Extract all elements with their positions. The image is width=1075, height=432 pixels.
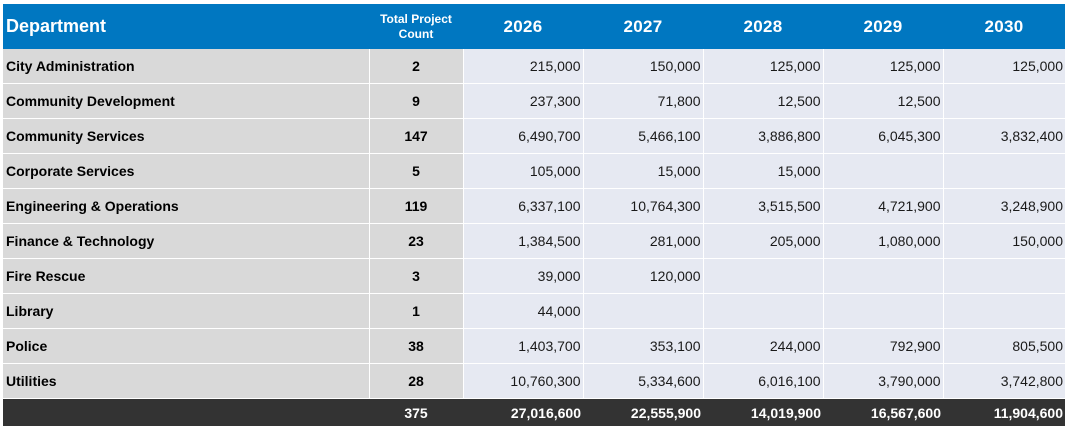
totals-row: 375 27,016,600 22,555,900 14,019,900 16,…: [3, 398, 1065, 426]
year-amount-cell: 6,016,100: [702, 363, 824, 399]
year-amount-cell: 12,500: [822, 83, 944, 119]
year-amount-cell: 244,000: [702, 328, 824, 364]
department-name: Police: [3, 328, 370, 364]
year-amount-cell: 215,000: [462, 49, 584, 84]
year-amount-cell: [942, 293, 1065, 329]
year-amount-cell: 10,760,300: [462, 363, 584, 399]
column-header-year[interactable]: 2028: [703, 4, 823, 49]
department-name: Community Development: [3, 83, 370, 119]
year-amount-cell: 353,100: [582, 328, 704, 364]
capital-projects-table-container: Department Total Project Count 2026 2027…: [3, 4, 1065, 426]
year-amount-cell: 12,500: [702, 83, 824, 119]
project-count: 38: [368, 328, 464, 364]
year-amount-cell: 125,000: [942, 49, 1065, 84]
department-name: Library: [3, 293, 370, 329]
year-amount-cell: 3,886,800: [702, 118, 824, 154]
column-header-project-count[interactable]: Total Project Count: [369, 4, 463, 49]
total-amount: 27,016,600: [463, 398, 583, 426]
table-body: City Administration 2 215,000 150,000 125,00…: [3, 49, 1065, 399]
year-amount-cell: 120,000: [582, 258, 704, 294]
department-name: Engineering & Operations: [3, 188, 370, 224]
year-amount-cell: 237,300: [462, 83, 584, 119]
table-row[interactable]: Community Development 9 237,300 71,800 12,50…: [3, 83, 1065, 119]
table-row[interactable]: Library 1 44,000: [3, 293, 1065, 329]
year-amount-cell: 71,800: [582, 83, 704, 119]
year-amount-cell: 1,080,000: [822, 223, 944, 259]
year-amount-cell: 125,000: [822, 49, 944, 84]
totals-label: [3, 398, 369, 426]
year-amount-cell: 805,500: [942, 328, 1065, 364]
year-amount-cell: 5,466,100: [582, 118, 704, 154]
department-name: Utilities: [3, 363, 370, 399]
table-row[interactable]: City Administration 2 215,000 150,000 125,00…: [3, 49, 1065, 84]
year-amount-cell: 15,000: [582, 153, 704, 189]
table-row[interactable]: Fire Rescue 3 39,000 120,000: [3, 258, 1065, 294]
year-amount-cell: 15,000: [702, 153, 824, 189]
project-count: 9: [368, 83, 464, 119]
year-amount-cell: [582, 293, 704, 329]
department-name: Community Services: [3, 118, 370, 154]
year-amount-cell: 4,721,900: [822, 188, 944, 224]
year-amount-cell: 150,000: [942, 223, 1065, 259]
year-amount-cell: 6,045,300: [822, 118, 944, 154]
project-count: 23: [368, 223, 464, 259]
total-amount: 14,019,900: [703, 398, 823, 426]
year-amount-cell: [942, 153, 1065, 189]
column-header-year[interactable]: 2026: [463, 4, 583, 49]
year-amount-cell: 3,790,000: [822, 363, 944, 399]
year-amount-cell: [942, 83, 1065, 119]
column-header-year[interactable]: 2030: [943, 4, 1065, 49]
year-amount-cell: 205,000: [702, 223, 824, 259]
project-count: 28: [368, 363, 464, 399]
department-name: Finance & Technology: [3, 223, 370, 259]
year-amount-cell: [822, 293, 944, 329]
total-project-count: 375: [369, 398, 463, 426]
department-name: Corporate Services: [3, 153, 370, 189]
year-amount-cell: 150,000: [582, 49, 704, 84]
year-amount-cell: 1,384,500: [462, 223, 584, 259]
total-amount: 22,555,900: [583, 398, 703, 426]
table-row[interactable]: Police 38 1,403,700 353,100 244,000 792,900 80…: [3, 328, 1065, 364]
header-row: Department Total Project Count 2026 2027…: [3, 4, 1065, 49]
column-header-department[interactable]: Department: [3, 4, 369, 49]
year-amount-cell: [822, 153, 944, 189]
table-row[interactable]: Utilities 28 10,760,300 5,334,600 6,016,100 3…: [3, 363, 1065, 399]
year-amount-cell: 792,900: [822, 328, 944, 364]
year-amount-cell: 1,403,700: [462, 328, 584, 364]
year-amount-cell: 281,000: [582, 223, 704, 259]
column-header-year[interactable]: 2027: [583, 4, 703, 49]
table-row[interactable]: Community Services 147 6,490,700 5,466,100 3…: [3, 118, 1065, 154]
year-amount-cell: [702, 258, 824, 294]
year-amount-cell: 125,000: [702, 49, 824, 84]
year-amount-cell: 6,337,100: [462, 188, 584, 224]
year-amount-cell: 10,764,300: [582, 188, 704, 224]
table-row[interactable]: Engineering & Operations 119 6,337,100 10,7…: [3, 188, 1065, 224]
year-amount-cell: 3,515,500: [702, 188, 824, 224]
table-row[interactable]: Finance & Technology 23 1,384,500 281,000 20…: [3, 223, 1065, 259]
year-amount-cell: 44,000: [462, 293, 584, 329]
year-amount-cell: 3,248,900: [942, 188, 1065, 224]
capital-projects-table: Department Total Project Count 2026 2027…: [3, 4, 1065, 426]
table-row[interactable]: Corporate Services 5 105,000 15,000 15,000: [3, 153, 1065, 189]
department-name: Fire Rescue: [3, 258, 370, 294]
year-amount-cell: 5,334,600: [582, 363, 704, 399]
department-name: City Administration: [3, 49, 370, 84]
project-count: 147: [368, 118, 464, 154]
project-count: 1: [368, 293, 464, 329]
project-count: 3: [368, 258, 464, 294]
project-count: 2: [368, 49, 464, 84]
project-count: 119: [368, 188, 464, 224]
year-amount-cell: 39,000: [462, 258, 584, 294]
year-amount-cell: 105,000: [462, 153, 584, 189]
total-amount: 16,567,600: [823, 398, 943, 426]
column-header-year[interactable]: 2029: [823, 4, 943, 49]
year-amount-cell: [942, 258, 1065, 294]
project-count: 5: [368, 153, 464, 189]
year-amount-cell: [822, 258, 944, 294]
year-amount-cell: [702, 293, 824, 329]
year-amount-cell: 3,832,400: [942, 118, 1065, 154]
total-amount: 11,904,600: [943, 398, 1065, 426]
year-amount-cell: 6,490,700: [462, 118, 584, 154]
year-amount-cell: 3,742,800: [942, 363, 1065, 399]
